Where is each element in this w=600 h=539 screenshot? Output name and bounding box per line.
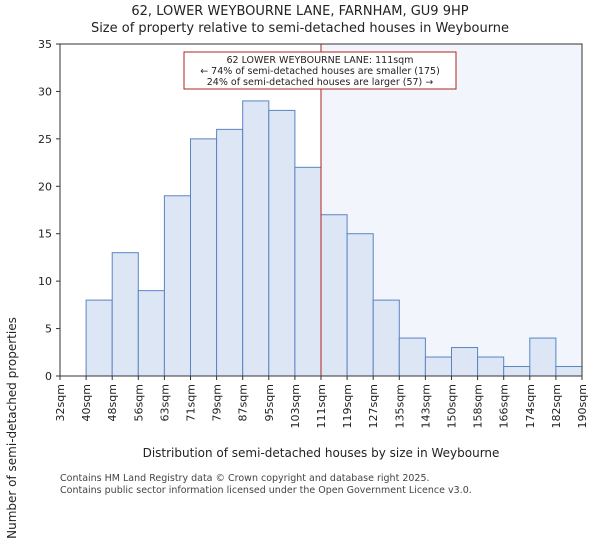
y-tick-label: 25: [38, 133, 52, 146]
bar: [85, 299, 113, 377]
x-tick-label: 150sqm: [446, 384, 459, 428]
bar: [398, 337, 426, 377]
y-tick-label: 35: [38, 38, 52, 51]
x-tick-label: 32sqm: [54, 384, 67, 421]
bar: [111, 252, 139, 377]
histogram-chart: 0 5 10 15 20 25 30 35 32sqm 40sqm 48sqm 56sqm 63sqm 7…: [38, 38, 589, 428]
x-axis-label: Distribution of semi-detached houses by …: [142, 446, 500, 460]
x-tick-label: 127sqm: [367, 384, 380, 428]
bar: [477, 356, 505, 377]
x-tick-label: 182sqm: [550, 384, 563, 428]
bar: [320, 214, 348, 377]
bar: [372, 299, 400, 377]
bar: [451, 347, 479, 377]
x-tick-label: 143sqm: [419, 384, 432, 428]
bar: [346, 233, 374, 377]
y-tick-label: 30: [38, 85, 52, 98]
bar: [529, 337, 557, 377]
x-tick-label: 79sqm: [211, 384, 224, 421]
y-tick-label: 5: [45, 323, 52, 336]
x-tick-label: 190sqm: [576, 384, 589, 428]
x-tick-label: 71sqm: [185, 384, 198, 421]
x-tick-label: 48sqm: [106, 384, 119, 421]
bar: [294, 166, 322, 377]
bar: [424, 356, 452, 377]
x-tick-label: 119sqm: [341, 384, 354, 428]
bar: [216, 128, 244, 377]
x-tick-label: 103sqm: [289, 384, 302, 428]
x-tick-label: 63sqm: [158, 384, 171, 421]
y-tick-label: 20: [38, 180, 52, 193]
x-tick-label: 174sqm: [524, 384, 537, 428]
bar: [268, 109, 296, 377]
chart-subtitle: Size of property relative to semi-detach…: [90, 21, 510, 36]
x-tick-label: 111sqm: [315, 384, 328, 428]
annotation-line3: 24% of semi-detached houses are larger (…: [207, 77, 434, 88]
y-tick-label: 15: [38, 228, 52, 241]
footer-copyright: Contains HM Land Registry data © Crown c…: [60, 473, 430, 484]
bar: [163, 195, 191, 377]
x-tick-label: 87sqm: [237, 384, 250, 421]
annotation-box: [183, 51, 457, 90]
x-tick-label: 135sqm: [393, 384, 406, 428]
bar: [555, 366, 583, 377]
x-tick-label: 95sqm: [263, 384, 276, 421]
x-tick-label: 40sqm: [80, 384, 93, 421]
annotation-line2: ← 74% of semi-detached houses are smalle…: [200, 66, 440, 77]
x-tick-label: 158sqm: [472, 384, 485, 428]
y-tick-label: 10: [38, 275, 52, 288]
chart-title: 62, LOWER WEYBOURNE LANE, FARNHAM, GU9 9…: [131, 4, 469, 19]
y-tick-label: 0: [45, 370, 52, 383]
annotation-line1: 62 LOWER WEYBOURNE LANE: 111sqm: [227, 55, 414, 66]
bar: [137, 290, 165, 377]
x-tick-label: 166sqm: [498, 384, 511, 428]
bar: [242, 100, 270, 377]
x-tick-label: 56sqm: [132, 384, 145, 421]
bar: [190, 138, 218, 377]
footer-licence: Contains public sector information licen…: [60, 485, 472, 496]
bar: [503, 366, 531, 377]
